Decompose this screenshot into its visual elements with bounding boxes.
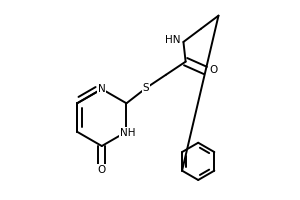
Text: N: N [98,84,106,94]
Text: NH: NH [120,128,135,138]
Text: S: S [143,83,149,93]
Text: O: O [98,165,106,175]
Text: O: O [209,65,217,75]
Text: HN: HN [165,35,180,45]
